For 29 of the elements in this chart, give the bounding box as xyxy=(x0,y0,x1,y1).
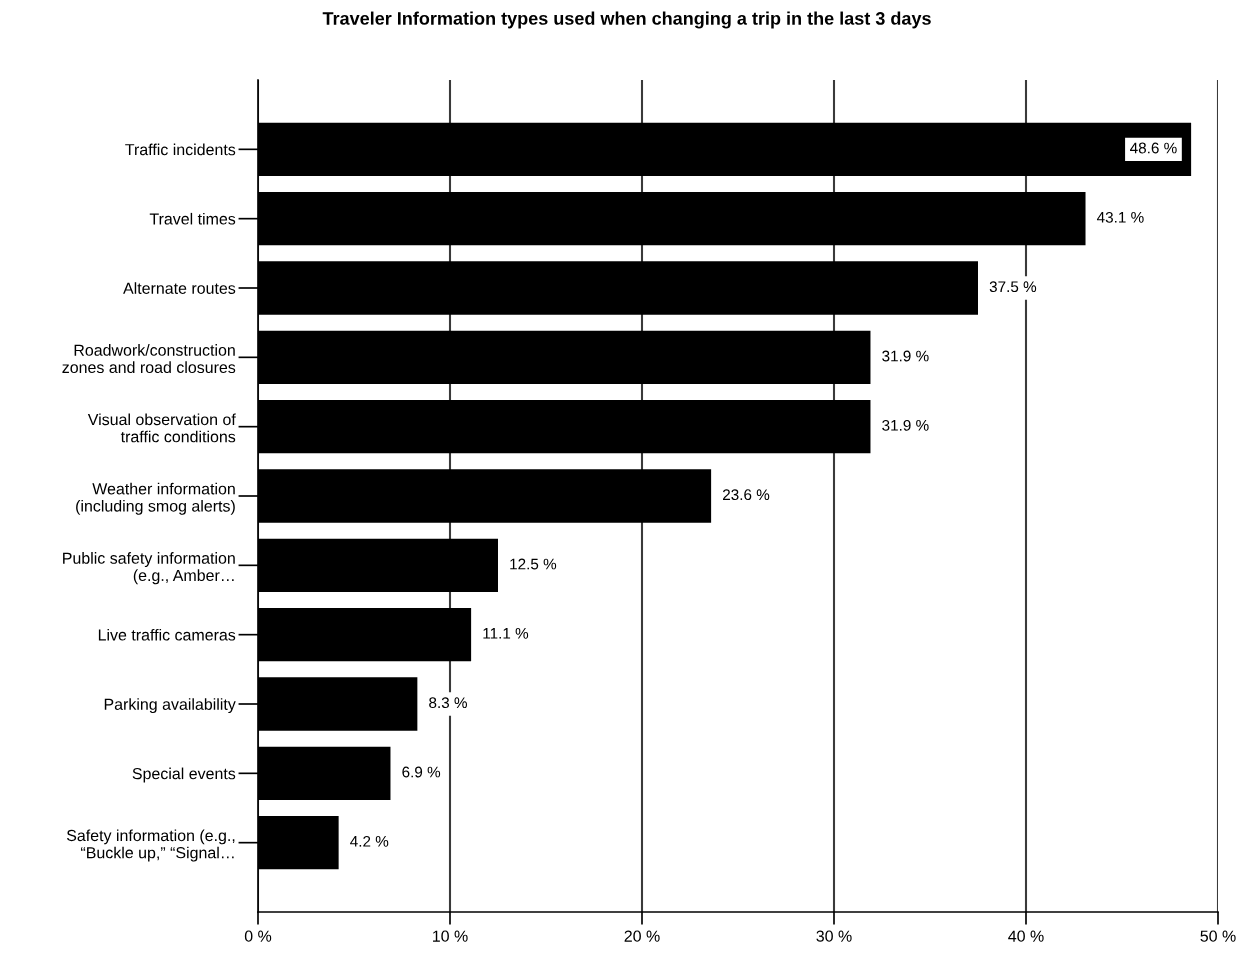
x-tick-label: 40 % xyxy=(1008,930,1044,942)
y-tick-label: Traffic incidents xyxy=(125,143,236,156)
data-label: 6.9 % xyxy=(402,766,441,778)
data-label: 31.9 % xyxy=(882,419,929,431)
data-label: 4.2 % xyxy=(350,835,389,847)
y-tick-label: Safety information (e.g., “Buckle up,” “Signal… xyxy=(66,829,235,862)
data-label: 43.1 % xyxy=(1096,211,1144,223)
x-tick-label: 20 % xyxy=(624,930,660,942)
data-label: 48.6 % xyxy=(1130,142,1177,154)
data-label: 31.9 % xyxy=(882,350,929,362)
data-label: 12.5 % xyxy=(510,558,557,570)
y-tick-label: Parking availability xyxy=(104,698,236,714)
x-tick-label: 50 % xyxy=(1200,930,1236,942)
y-tick-label: Live traffic cameras xyxy=(98,628,236,641)
y-tick-label: Travel times xyxy=(149,212,236,225)
y-tick-label: Visual observation of traffic conditions xyxy=(87,413,236,443)
y-tick-label: Alternate routes xyxy=(123,282,236,294)
data-label: 37.5 % xyxy=(989,281,1037,293)
data-label: 23.6 % xyxy=(723,489,770,501)
x-tick-label: 30 % xyxy=(816,930,852,942)
x-tick-label: 0 % xyxy=(244,930,272,942)
data-label: 8.3 % xyxy=(429,697,467,709)
y-tick-label: Public safety information (e.g., Amber… xyxy=(63,552,235,585)
chart-title: Traveler Information types used when changing a trip in the last 3 days xyxy=(322,11,931,29)
y-tick-label: Roadwork/construction zones and road closures xyxy=(62,344,236,374)
data-label: 11.1 % xyxy=(483,628,529,639)
y-tick-label: Special events xyxy=(132,767,236,783)
x-tick-label: 10 % xyxy=(433,930,468,942)
y-tick-label: Weather information (including smog alerts) xyxy=(76,482,235,515)
